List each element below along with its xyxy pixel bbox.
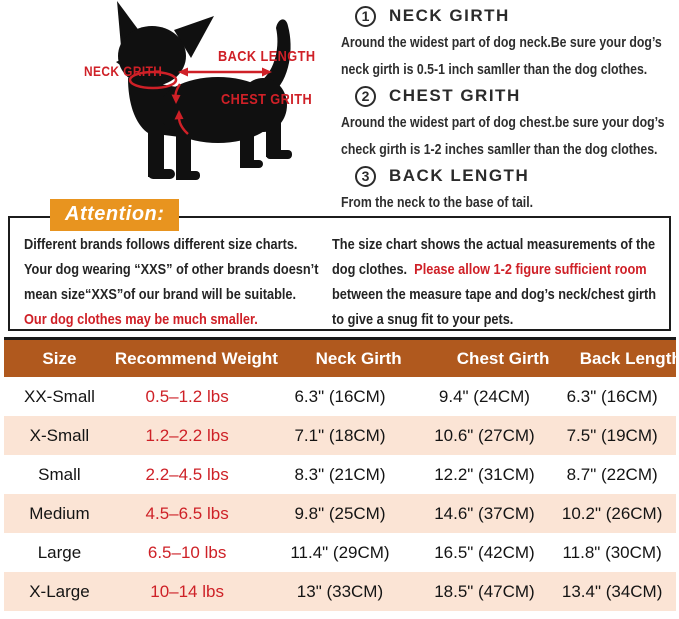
neck-girth-label: NECK GRITH [84,63,163,79]
cell-chest: 16.5" (42CM) [434,542,535,562]
table-row: X-Small 1.2–2.2 lbs 7.1" (18CM) 10.6" (2… [4,416,676,455]
cell-chest: 12.2" (31CM) [434,464,535,484]
cell-weight: 4.5–6.5 lbs [145,503,229,523]
cell-size: X-Small [29,425,90,445]
header-cell-chest: Chest Girth [456,348,550,368]
instruction-line: From the neck to the base of tail. [341,194,534,211]
instruction-line: Around the widest part of dog chest.be s… [341,114,665,131]
cell-weight: 10–14 lbs [150,581,224,601]
cell-size: X-Large [29,581,90,601]
attention-line: The size chart shows the actual measurem… [332,236,656,253]
attention-right-text: The size chart shows the actual measurem… [332,232,670,332]
instruction-title: CHEST GRITH [389,86,521,105]
header-cell-size: Size [42,348,77,368]
attention-line-red: Our dog clothes may be much smaller. [24,311,258,328]
back-length-arrow [178,67,272,77]
cell-weight: 0.5–1.2 lbs [145,386,229,406]
table-row: Small 2.2–4.5 lbs 8.3" (21CM) 12.2" (31C… [4,455,676,494]
attention-left-text: Different brands follows different size … [24,232,334,332]
cell-back: 7.5" (19CM) [566,425,658,445]
cell-neck: 9.8" (25CM) [294,503,386,523]
cell-back: 13.4" (34CM) [561,581,663,601]
chest-girth-arrow [171,83,189,135]
cell-size: Medium [29,503,90,523]
cell-back: 11.8" (30CM) [562,542,662,562]
instruction-heading-back: 3 BACK LENGTH [341,163,679,189]
number-2-circle-icon: 2 [355,85,376,107]
dog-silhouette-icon [116,1,292,180]
cell-weight: 2.2–4.5 lbs [145,464,229,484]
cell-neck: 13" (33CM) [296,581,384,601]
table-row: Large 6.5–10 lbs 11.4" (29CM) 16.5" (42C… [4,533,676,572]
instruction-line: check girth is 1-2 inches samller than t… [341,141,658,158]
attention-line: between the measure tape and dog’s neck/… [332,286,657,303]
instruction-title: NECK GIRTH [389,6,510,25]
number-1-circle-icon: 1 [355,5,376,27]
cell-neck: 7.1" (18CM) [294,425,386,445]
cell-neck: 8.3" (21CM) [294,464,386,484]
attention-line: Different brands follows different size … [24,236,298,253]
cell-weight: 6.5–10 lbs [147,542,227,562]
table-header-row: Size Recommend Weight Neck Girth Chest G… [4,340,679,377]
table-row: X-Large 10–14 lbs 13" (33CM) 18.5" (47CM… [4,572,676,611]
cell-size: Large [37,542,82,562]
attention-box: Different brands follows different size … [8,216,671,331]
attention-line-black-part: dog clothes. [332,261,408,278]
instruction-line: neck girth is 0.5-1 inch samller than th… [341,61,648,78]
number-3-circle-icon: 3 [355,165,376,187]
cell-chest: 14.6" (37CM) [434,503,535,523]
instruction-title: BACK LENGTH [389,166,530,185]
cell-chest: 18.5" (47CM) [434,581,535,601]
cell-back: 10.2" (26CM) [561,503,663,523]
dog-measurement-diagram: NECK GRITH BACK LENGTH CHEST GRITH [28,0,338,195]
back-length-label: BACK LENGTH [218,48,316,65]
size-table: Size Recommend Weight Neck Girth Chest G… [4,337,679,611]
measuring-instructions: 1 NECK GIRTH Around the widest part of d… [341,3,679,216]
cell-back: 8.7" (22CM) [566,464,658,484]
attention-line-red-part: Please allow 1-2 figure sufficient room [414,261,647,278]
header-cell-neck: Neck Girth [315,348,402,368]
header-cell-back: Back Length [579,348,679,368]
attention-line: mean size“XXS”of our brand will be suita… [24,286,297,303]
cell-size: Small [38,464,81,484]
cell-weight: 1.2–2.2 lbs [145,425,229,445]
instruction-heading-neck: 1 NECK GIRTH [341,3,679,29]
cell-neck: 6.3" (16CM) [294,386,386,406]
table-row: XX-Small 0.5–1.2 lbs 6.3" (16CM) 9.4" (2… [4,377,676,416]
cell-chest: 10.6" (27CM) [434,425,535,445]
table-row: Medium 4.5–6.5 lbs 9.8" (25CM) 14.6" (37… [4,494,676,533]
cell-back: 6.3" (16CM) [566,386,658,406]
cell-neck: 11.4" (29CM) [290,542,390,562]
attention-badge: Attention: [50,199,180,231]
cell-size: XX-Small [24,386,95,406]
attention-line: dog clothes. Please allow 1-2 figure suf… [332,257,647,282]
cell-chest: 9.4" (24CM) [438,386,530,406]
instruction-line: Around the widest part of dog neck.Be su… [341,34,662,51]
instruction-heading-chest: 2 CHEST GRITH [341,83,679,109]
attention-line: to give a snug fit to your pets. [332,311,514,328]
header-cell-weight: Recommend Weight [114,348,278,368]
chest-girth-label: CHEST GRITH [221,91,313,108]
neck-girth-ellipse [128,70,178,90]
attention-line: Your dog wearing “XXS” of other brands d… [24,261,319,278]
